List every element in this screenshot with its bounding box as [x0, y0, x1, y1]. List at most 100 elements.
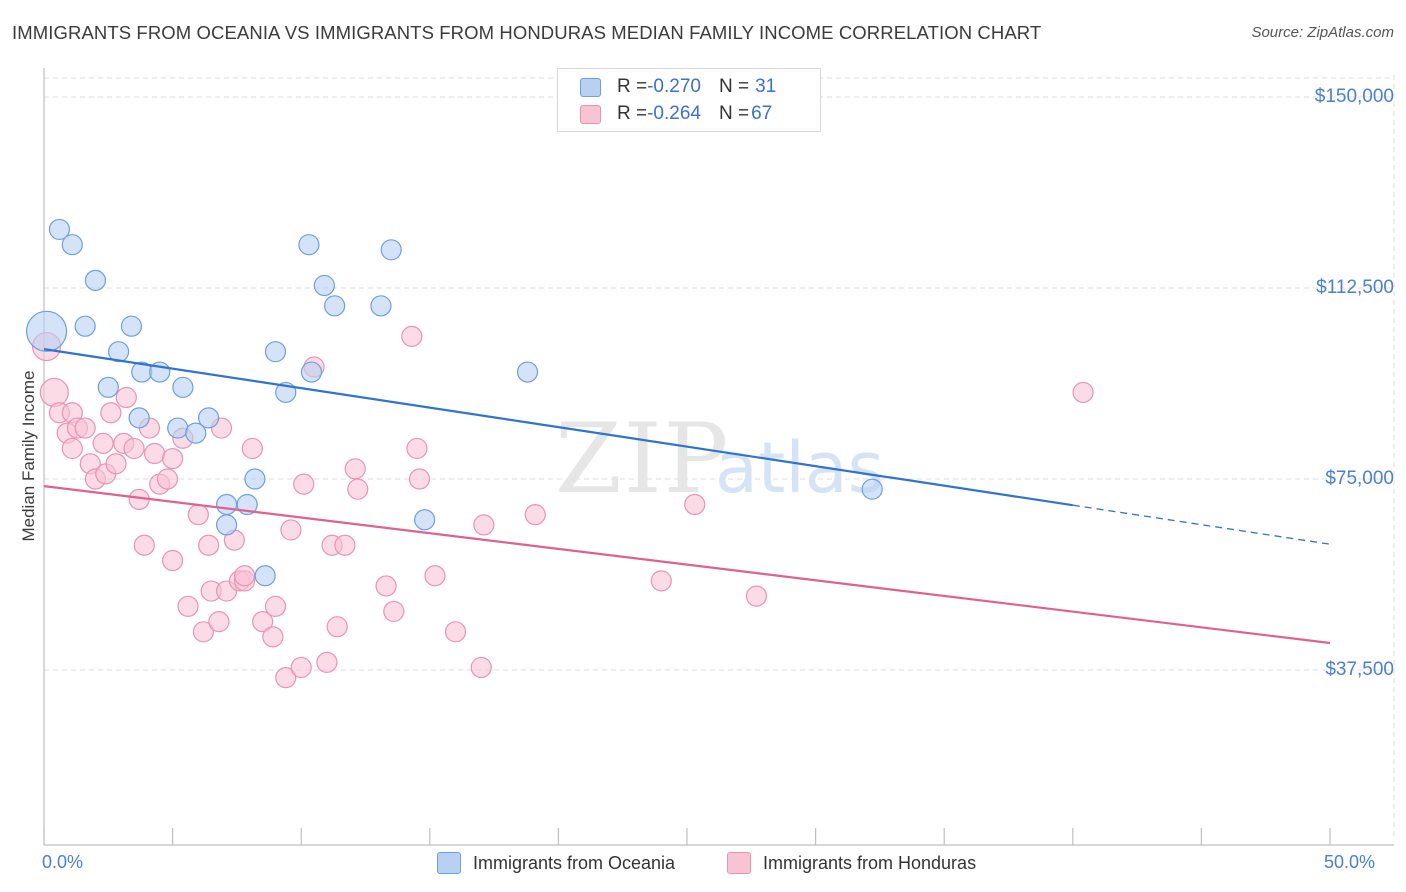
point-honduras [39, 377, 69, 408]
correlation-legend: R = -0.270 N = 31 R = -0.264 N = 67 [557, 68, 821, 132]
point-honduras [375, 575, 397, 597]
legend-swatch-pink [580, 104, 601, 124]
gridlines [44, 75, 1395, 840]
point-honduras [293, 473, 315, 495]
y-tick-label: $75,000 [1325, 468, 1394, 489]
point-honduras [406, 437, 428, 460]
point-honduras [162, 448, 184, 470]
source-label: Source: ZipAtlas.com [1251, 24, 1394, 41]
point-honduras [262, 626, 284, 648]
point-oceania [244, 468, 266, 490]
point-honduras [745, 585, 768, 607]
point-honduras [162, 549, 184, 572]
legend-r-label: R = [617, 103, 648, 124]
legend-label-honduras: Immigrants from Honduras [763, 852, 977, 873]
point-honduras [61, 437, 83, 460]
trend-lines [43, 348, 1331, 645]
point-honduras [524, 504, 546, 526]
point-honduras [92, 432, 114, 454]
data-points [25, 218, 1094, 689]
point-honduras [344, 458, 366, 480]
point-oceania [861, 478, 883, 500]
legend-row-honduras: R = -0.264 N = 67 [580, 102, 772, 126]
point-honduras [105, 453, 127, 475]
legend-n-value: 31 [755, 76, 777, 97]
point-honduras [177, 595, 199, 617]
point-honduras [1072, 381, 1094, 404]
point-honduras [74, 417, 96, 439]
point-honduras [192, 621, 215, 643]
legend-swatch-blue [437, 852, 461, 874]
legend-swatch-pink [727, 852, 751, 874]
point-honduras [290, 656, 312, 679]
point-oceania [216, 493, 238, 516]
point-honduras [275, 667, 297, 689]
point-oceania [198, 407, 220, 429]
trend-line-oceania [43, 348, 1073, 507]
point-oceania [298, 234, 320, 256]
legend-n-label: N = [718, 103, 750, 124]
point-honduras [424, 565, 446, 587]
bottom-legend-oceania: Immigrants from Oceania [437, 852, 675, 874]
point-honduras [326, 616, 348, 638]
legend-swatch-blue [580, 77, 601, 97]
y-tick-label: $112,500 [1316, 277, 1394, 298]
point-honduras [316, 651, 338, 673]
legend-r-value: -0.270 [647, 76, 701, 97]
point-oceania [264, 341, 287, 363]
point-oceania [216, 514, 238, 536]
point-honduras [264, 595, 287, 617]
point-oceania [516, 361, 539, 383]
trend-line-oceania-extension [1072, 504, 1331, 545]
y-tick-label: $150,000 [1314, 86, 1394, 107]
point-oceania [61, 234, 83, 256]
point-honduras [408, 468, 431, 490]
legend-label-oceania: Immigrants from Oceania [473, 852, 676, 873]
point-oceania [84, 269, 107, 291]
watermark-zip: ZIP [555, 403, 730, 515]
legend-r-label: R = [617, 76, 648, 97]
point-honduras [143, 442, 166, 465]
point-honduras [280, 519, 302, 541]
point-honduras [133, 534, 155, 556]
point-oceania [324, 295, 346, 317]
point-oceania [107, 341, 130, 363]
point-oceania [172, 376, 194, 398]
chart-title: IMMIGRANTS FROM OCEANIA VS IMMIGRANTS FR… [12, 22, 1042, 43]
point-honduras [241, 437, 263, 460]
point-oceania [74, 315, 96, 337]
legend-n-label: N = [718, 76, 750, 97]
point-honduras [100, 402, 122, 424]
point-oceania [370, 295, 392, 317]
point-oceania [185, 422, 207, 444]
point-honduras [198, 534, 220, 556]
legend-row-oceania: R = -0.270 N = 31 [580, 75, 776, 99]
x-tick-label-min: 0.0% [42, 852, 84, 872]
point-honduras [470, 656, 492, 679]
point-honduras [401, 325, 423, 347]
point-honduras [187, 504, 209, 526]
point-oceania [254, 565, 276, 587]
axes [43, 68, 1394, 846]
point-honduras [473, 514, 495, 536]
point-honduras [650, 570, 672, 592]
point-honduras [252, 611, 274, 633]
watermark: ZIP atlas [555, 403, 884, 515]
point-honduras [684, 493, 706, 516]
bottom-legend-honduras: Immigrants from Honduras [727, 852, 976, 874]
point-oceania [313, 274, 335, 297]
point-honduras [383, 600, 405, 623]
legend-r-value: -0.264 [647, 103, 701, 124]
point-honduras [208, 611, 230, 633]
x-tick-label-max: 50.0% [1324, 852, 1376, 872]
point-honduras [234, 565, 256, 587]
watermark-atlas: atlas [715, 427, 884, 509]
point-oceania [120, 315, 143, 337]
point-oceania [97, 376, 119, 398]
point-oceania [48, 218, 71, 241]
point-oceania [167, 417, 189, 439]
y-tick-label: $37,500 [1325, 659, 1394, 680]
point-honduras [115, 386, 137, 409]
point-honduras [123, 437, 145, 460]
point-oceania [128, 407, 150, 429]
